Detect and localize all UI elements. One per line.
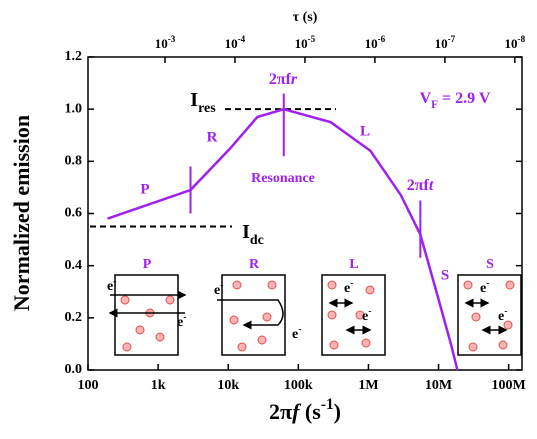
x-tick-label: 1M (358, 378, 378, 393)
particle (122, 342, 132, 352)
particle (327, 280, 337, 290)
y-tick-label: 1.2 (65, 49, 83, 64)
arrow (217, 299, 284, 330)
particle (498, 340, 508, 350)
inset: Pe-e- (107, 257, 187, 356)
particle (463, 280, 473, 290)
particle (135, 325, 145, 335)
particle (155, 332, 165, 342)
x-tick-label: 1k (151, 378, 166, 393)
particle (120, 295, 130, 305)
x-tick-label: 10k (217, 378, 239, 393)
y-tick-label: 0.6 (65, 206, 83, 221)
annotation: S (441, 267, 449, 283)
inset-label: R (249, 257, 260, 272)
electron-label: e- (292, 324, 301, 342)
annotation: Idc (242, 221, 264, 248)
particle (327, 310, 337, 320)
particle (468, 342, 478, 352)
particle (355, 310, 365, 320)
x2-tick-label: 10-7 (435, 34, 456, 51)
data-line (107, 107, 459, 371)
x2-tick-label: 10-8 (505, 34, 526, 51)
electron-label: e- (107, 276, 116, 294)
x2-tick-label: 10-6 (365, 34, 386, 51)
inset: Le-e- (321, 257, 386, 356)
annotation: 2πfr (269, 71, 298, 88)
particle (165, 295, 175, 305)
electron-label: e- (498, 306, 507, 324)
particle (471, 312, 481, 322)
x-tick-label: 100M (492, 378, 526, 393)
particle (237, 342, 247, 352)
particle (503, 320, 513, 330)
annotation: P (140, 181, 149, 197)
x-tick-label: 10M (425, 378, 452, 393)
inset: Re-e- (214, 257, 301, 356)
inset-label: P (143, 257, 152, 272)
particle (505, 280, 515, 290)
x-axis-title: 2πf (s-1) (269, 396, 341, 424)
electron-label: e- (480, 278, 489, 296)
particle (232, 280, 242, 290)
annotation: VF = 2.9 V (420, 90, 491, 111)
annotation: 2πft (407, 177, 434, 194)
particle (262, 312, 272, 322)
y-tick-label: 0.2 (65, 310, 83, 325)
x-tick-label: 100 (78, 378, 99, 393)
annotation: L (360, 123, 370, 139)
particle (229, 315, 239, 325)
particle (361, 338, 371, 348)
annotation: Resonance (251, 171, 315, 186)
y-tick-label: 0.4 (65, 258, 83, 273)
annotation: R (207, 129, 218, 145)
x2-tick-label: 10-3 (155, 34, 176, 51)
x2-tick-label: 10-4 (225, 34, 246, 51)
x2-tick-label: 10-5 (295, 34, 316, 51)
x-tick-label: 100k (284, 378, 313, 393)
electron-label: e- (214, 280, 223, 298)
electron-label: e- (362, 306, 371, 324)
x2-axis-title: τ (s) (293, 10, 318, 25)
annotation: Ires (190, 89, 216, 116)
inset-label: S (486, 257, 494, 272)
electron-label: e- (177, 312, 186, 330)
particle (257, 335, 267, 345)
y-tick-label: 0.8 (65, 154, 83, 169)
y-tick-label: 1.0 (65, 101, 83, 116)
particle (365, 285, 375, 295)
particle (267, 280, 277, 290)
inset-label: L (349, 257, 358, 272)
y-axis-title: Normalized emission (9, 115, 34, 311)
particle (329, 340, 339, 350)
electron-label: e- (344, 278, 353, 296)
y-tick-label: 0.0 (65, 362, 83, 377)
inset: Se-e- (457, 257, 522, 356)
